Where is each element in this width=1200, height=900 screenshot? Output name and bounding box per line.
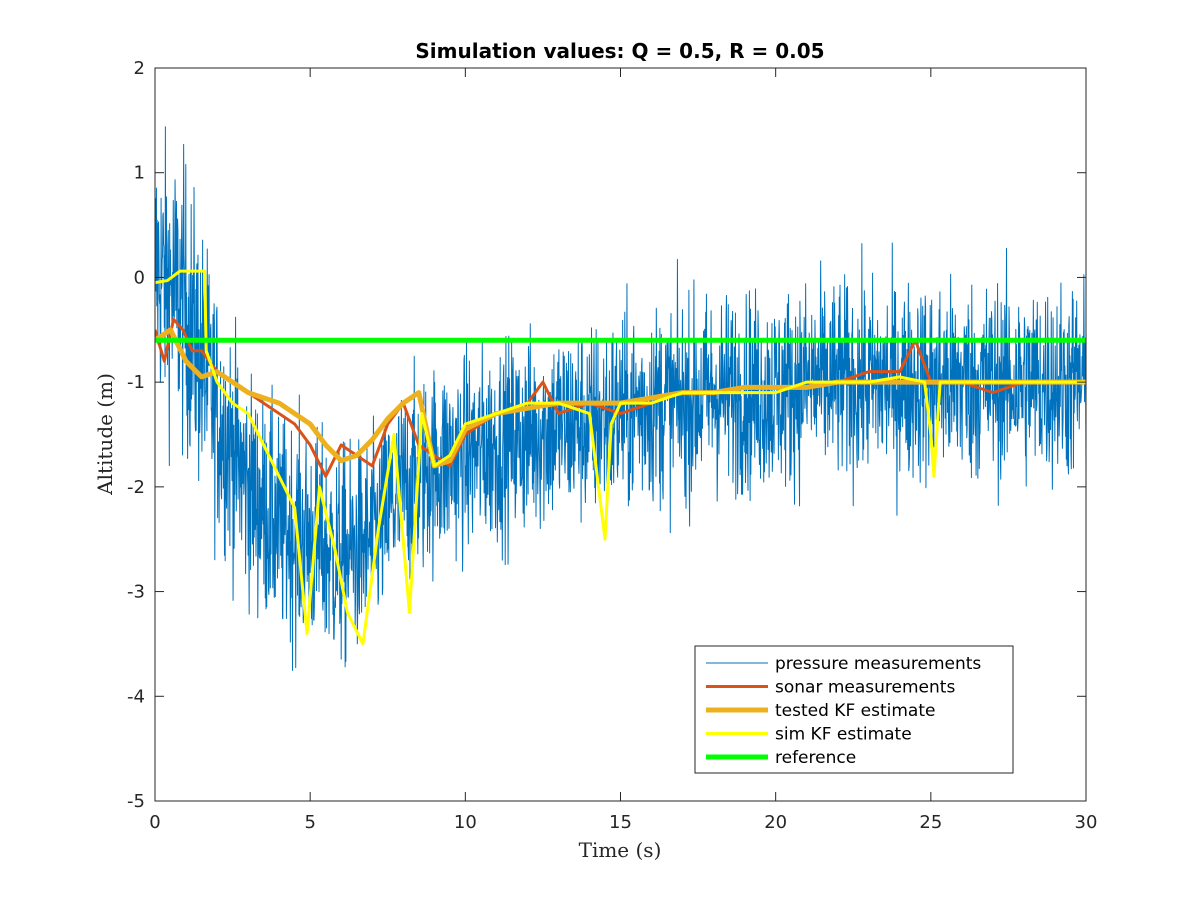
series-layer [155,126,1086,671]
x-tick-label: 0 [149,812,160,833]
legend-label-0: pressure measurements [775,654,981,674]
x-tick-label: 10 [454,812,477,833]
x-tick-label: 5 [304,812,315,833]
legend-label-1: sonar measurements [775,678,955,698]
y-tick-label: -4 [127,686,145,707]
y-tick-label: -2 [127,477,145,498]
y-tick-label: 0 [134,267,145,288]
y-tick-label: -3 [127,582,145,603]
y-axis-title: Altitude (m) [93,373,117,496]
legend: pressure measurements sonar measurements t… [694,645,1014,774]
x-tick-label: 30 [1075,812,1098,833]
y-tick-label: -5 [127,791,145,812]
series-line-3 [155,269,1086,646]
chart-title: Simulation values: Q = 0.5, R = 0.05 [415,39,824,63]
legend-label-4: reference [775,748,856,768]
x-tick-label: 25 [919,812,942,833]
x-tick-label: 20 [764,812,787,833]
legend-label-2: tested KF estimate [775,701,935,721]
x-tick-label: 15 [609,812,632,833]
series-line-0 [155,126,1086,671]
y-tick-label: -1 [127,372,145,393]
y-tick-label: 1 [134,163,145,184]
tick-layer: 0 5 10 15 20 25 30 -5 -4 -3 -2 -1 0 1 2 [127,58,1097,833]
x-axis-title: Time (s) [579,838,662,862]
legend-label-3: sim KF estimate [775,725,912,745]
legend-items: pressure measurements sonar measurements t… [706,654,981,768]
series-line-2 [155,327,1086,469]
y-tick-label: 2 [134,58,145,79]
